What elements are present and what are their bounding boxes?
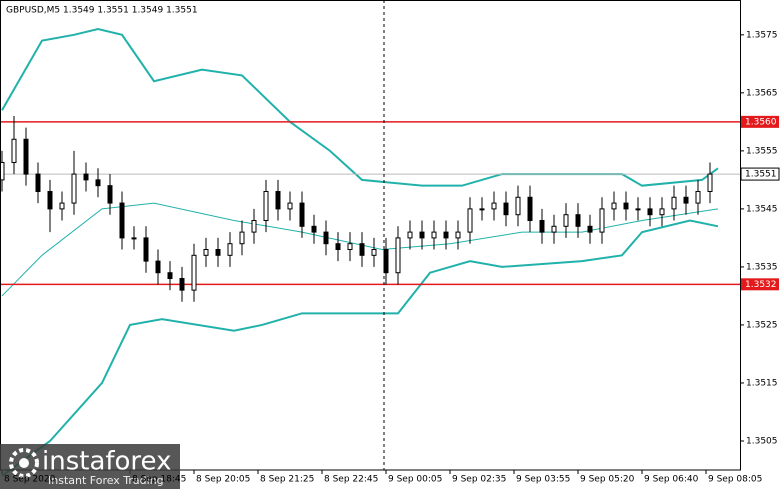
candle-body	[311, 225, 317, 233]
candle-body	[215, 249, 221, 256]
level-label-box	[741, 115, 779, 128]
candle-body	[443, 231, 449, 239]
candle-body	[575, 214, 581, 227]
candle-body	[671, 196, 677, 210]
candle-body	[587, 225, 593, 233]
candle-body	[539, 219, 545, 233]
candle-body	[371, 249, 377, 256]
x-tick-label: 8 Sep 20:05	[196, 475, 250, 485]
level-label: 1.3560	[745, 117, 777, 127]
candle-body	[611, 202, 617, 210]
x-tick-label: 9 Sep 02:35	[452, 475, 506, 485]
y-tick-label: 1.3515	[746, 378, 778, 388]
candle-body	[23, 138, 29, 175]
x-tick-label: 8 Sep 22:45	[324, 475, 378, 485]
y-tick-label: 1.3565	[746, 88, 778, 98]
candle-body	[47, 190, 53, 210]
y-tick-label: 1.3555	[746, 146, 778, 156]
candle-body	[479, 208, 485, 211]
candle-body	[707, 173, 713, 192]
candle-body	[359, 243, 365, 256]
chart-title: GBPUSD,M5 1.3549 1.3551 1.3549 1.3551	[6, 6, 198, 16]
candle-body	[599, 208, 605, 233]
watermark-brand: instaforex	[42, 447, 171, 477]
y-tick-label: 1.3575	[746, 30, 778, 40]
candle-body	[431, 231, 437, 239]
candle-body	[131, 237, 137, 240]
plot-area	[0, 27, 744, 477]
candle-body	[647, 208, 653, 216]
candle-body	[179, 278, 185, 291]
candle-body	[95, 179, 101, 187]
current-price-label: 1.3551	[745, 170, 777, 180]
candle-body	[83, 173, 89, 181]
y-tick-label: 1.3535	[746, 262, 778, 272]
watermark: instaforex Instant Forex Trading	[0, 444, 180, 489]
x-tick-label: 9 Sep 05:20	[580, 475, 635, 485]
candle-body	[203, 249, 209, 256]
candle-body	[335, 243, 341, 251]
candle-body	[503, 202, 509, 216]
candle-body	[695, 190, 701, 204]
candle-body	[227, 243, 233, 256]
y-tick-label: 1.3505	[746, 436, 778, 446]
candle-body	[59, 202, 65, 210]
candle-body	[491, 202, 497, 210]
candle-body	[155, 260, 161, 274]
x-tick-label: 8 Sep 21:25	[260, 475, 314, 485]
candle-body	[407, 231, 413, 239]
candle-body	[419, 231, 425, 239]
x-tick-label: 8 Sep 18:45	[132, 475, 186, 485]
level-label-box	[741, 278, 779, 291]
plot-border	[0, 0, 741, 471]
y-tick-label: 1.3545	[746, 204, 778, 214]
candle-body	[143, 237, 149, 262]
watermark-logo-core	[19, 458, 29, 468]
candle-body	[551, 225, 557, 233]
candle-body	[263, 190, 269, 221]
level-label: 1.3532	[745, 280, 777, 290]
x-tick-label: 9 Sep 06:40	[644, 475, 699, 485]
candle-body	[11, 138, 17, 163]
candle-body	[395, 237, 401, 274]
candle-body	[275, 190, 281, 210]
candle-body	[71, 173, 77, 204]
candle-body	[683, 196, 689, 204]
x-tick-label: 9 Sep 00:05	[388, 475, 442, 485]
x-tick-label: 8 Sep 2020	[4, 475, 56, 485]
candle-body	[563, 214, 569, 227]
candle-body	[635, 208, 641, 211]
candle-body	[239, 231, 245, 245]
candle-body	[323, 231, 329, 245]
candle-body	[347, 243, 353, 251]
candle-body	[287, 202, 293, 210]
candle-body	[167, 272, 173, 280]
candle-body	[191, 254, 197, 291]
candle-body	[623, 202, 629, 210]
watermark-box	[0, 444, 180, 489]
x-tick-label: 9 Sep 08:05	[708, 475, 762, 485]
band-line	[1, 219, 719, 477]
y-tick-label: 1.3525	[746, 320, 778, 330]
candle-body	[35, 173, 41, 192]
candle-body	[659, 208, 665, 216]
candle-body	[119, 202, 125, 239]
candle-body	[251, 219, 257, 233]
candle-body	[107, 185, 113, 204]
candle-body	[455, 231, 461, 239]
candle-body	[467, 208, 473, 233]
current-price-box	[740, 167, 780, 181]
candle-body	[0, 161, 5, 181]
watermark-slogan: Instant Forex Trading	[48, 474, 164, 487]
candle-body	[515, 196, 521, 216]
candle-body	[527, 196, 533, 221]
watermark-logo	[9, 448, 39, 478]
candle-body	[299, 202, 305, 227]
x-tick-label: 9 Sep 03:55	[516, 475, 570, 485]
candle-body	[383, 249, 389, 274]
